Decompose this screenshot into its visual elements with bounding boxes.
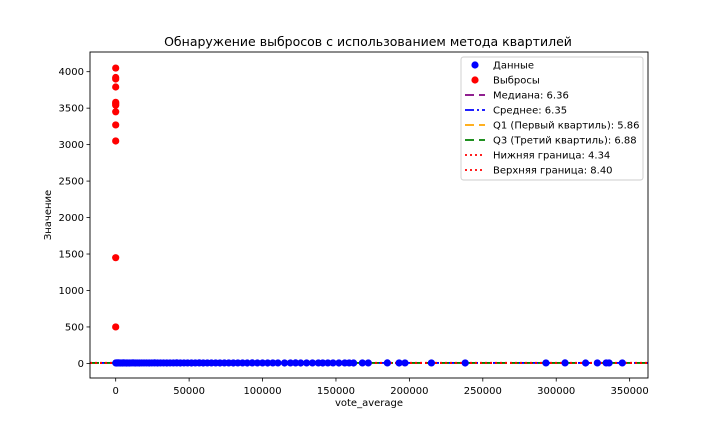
data-point-52: [258, 359, 267, 367]
data-point-75: [427, 359, 436, 367]
data-point-50: [248, 359, 256, 367]
data-point-59: [297, 359, 305, 367]
legend-label-4: Q1 (Первый квартиль): 5.86: [493, 121, 640, 132]
x-tick-label-4: 200000: [390, 386, 428, 397]
data-point-82: [605, 359, 613, 367]
y-axis-label: Значение: [43, 190, 54, 240]
outlier-point-3: [112, 121, 120, 129]
data-point-74: [401, 359, 409, 367]
legend-label-5: Q3 (Третий квартиль): 6.88: [493, 136, 637, 147]
y-tick-label-0: 0: [78, 359, 84, 370]
data-point-70: [358, 359, 366, 367]
data-point-80: [593, 359, 601, 367]
y-tick-label-7: 3500: [59, 104, 84, 115]
data-point-66: [335, 359, 343, 367]
data-point-53: [264, 359, 272, 367]
data-point-73: [395, 359, 403, 367]
outlier-point-1: [112, 254, 120, 262]
legend-label-6: Нижняя граница: 4.34: [493, 151, 610, 162]
data-point-56: [280, 359, 289, 367]
data-point-60: [302, 359, 311, 367]
legend-label-2: Медиана: 6.36: [493, 91, 569, 102]
x-tick-label-6: 300000: [537, 386, 575, 397]
data-point-72: [383, 359, 391, 367]
data-point-61: [308, 359, 317, 367]
data-point-76: [461, 359, 469, 367]
x-tick-label-2: 100000: [243, 386, 281, 397]
legend-box: [460, 56, 644, 181]
outlier-point-11: [112, 64, 120, 72]
x-tick-label-1: 50000: [173, 386, 205, 397]
y-tick-label-2: 1000: [59, 286, 84, 297]
outlier-point-10: [112, 73, 120, 82]
y-tick-label-8: 4000: [59, 67, 84, 78]
legend-marker-1: [471, 76, 479, 84]
data-point-51: [253, 359, 261, 367]
data-point-54: [269, 359, 277, 367]
data-point-58: [291, 359, 300, 367]
plot-frame: [89, 51, 649, 379]
outlier-point-7: [112, 98, 120, 106]
data-point-64: [324, 359, 332, 367]
y-tick-label-4: 2000: [59, 213, 84, 224]
data-point-49: [243, 359, 251, 367]
data-point-71: [364, 359, 372, 367]
chart-title: Обнаружение выбросов с использованием ме…: [164, 34, 572, 49]
outlier-point-8: [112, 83, 120, 91]
y-axis: 0 500 1000 1500 2000 2500 3000 3500 4000: [59, 67, 90, 370]
y-tick-label-6: 3000: [59, 140, 84, 151]
data-point-79: [581, 359, 590, 367]
data-point-63: [319, 359, 327, 367]
data-point-55: [274, 359, 282, 367]
x-tick-label-5: 250000: [464, 386, 502, 397]
y-tick-label-3: 1500: [59, 250, 84, 261]
x-tick-label-0: 0: [113, 386, 119, 397]
data-point-57: [286, 359, 295, 367]
legend-label-0: Данные: [493, 61, 534, 72]
x-axis: 0 50000 100000 150000 200000 250000 300000 3500…: [113, 378, 649, 397]
legend-marker-0: [471, 61, 479, 69]
data-points: [112, 64, 626, 367]
data-point-83: [618, 359, 626, 367]
legend: Данные Выбросы Медиана: 6.36 Среднее: 6.35 Q…: [460, 56, 644, 181]
data-point-65: [329, 359, 337, 367]
y-tick-label-5: 2500: [59, 177, 84, 188]
x-tick-label-7: 350000: [611, 386, 649, 397]
data-point-78: [561, 359, 569, 367]
outlier-point-2: [112, 137, 120, 145]
x-tick-label-3: 150000: [317, 386, 355, 397]
legend-label-1: Выбросы: [493, 76, 540, 87]
x-axis-label: vote_average: [335, 398, 403, 409]
data-point-77: [542, 359, 550, 367]
legend-label-3: Среднее: 6.35: [493, 106, 567, 117]
data-point-69: [349, 359, 358, 367]
outlier-point-0: [112, 323, 120, 331]
legend-label-7: Верхняя граница: 8.40: [493, 166, 613, 177]
y-tick-label-1: 500: [65, 322, 84, 333]
outlier-point-4: [112, 108, 120, 116]
